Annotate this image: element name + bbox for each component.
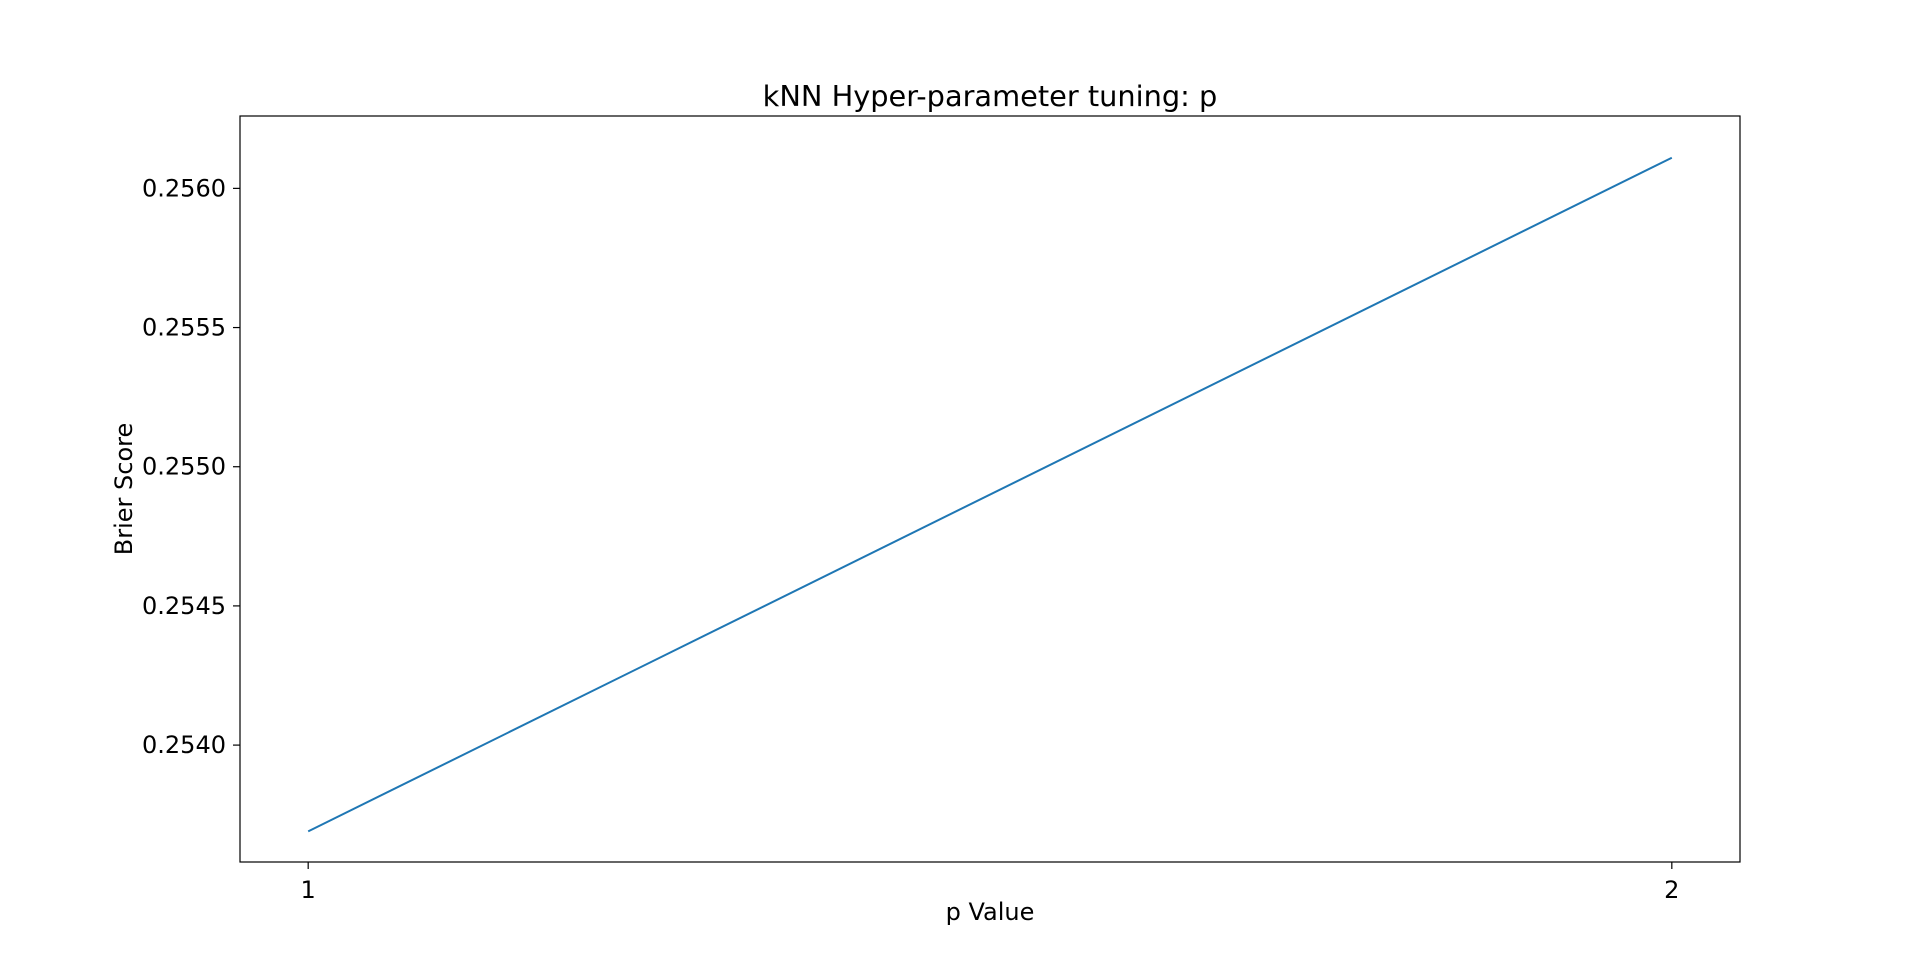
y-axis: 0.2540 0.2545 0.2550 0.2555 0.2560 bbox=[142, 174, 240, 759]
x-tick-label: 1 bbox=[301, 876, 316, 904]
y-tick-label: 0.2555 bbox=[142, 314, 226, 342]
y-tick-label: 0.2550 bbox=[142, 453, 226, 481]
y-tick-label: 0.2540 bbox=[142, 731, 226, 759]
x-tick-label: 2 bbox=[1664, 876, 1679, 904]
y-tick-label: 0.2545 bbox=[142, 592, 226, 620]
y-axis-label: Brier Score bbox=[110, 423, 138, 555]
plot-frame bbox=[239, 115, 1741, 863]
series-line bbox=[307, 156, 1673, 833]
x-axis-label: p Value bbox=[946, 898, 1035, 926]
plot-series bbox=[307, 156, 1673, 833]
y-tick-label: 0.2560 bbox=[142, 174, 226, 202]
chart-title: kNN Hyper-parameter tuning: p bbox=[763, 79, 1218, 113]
